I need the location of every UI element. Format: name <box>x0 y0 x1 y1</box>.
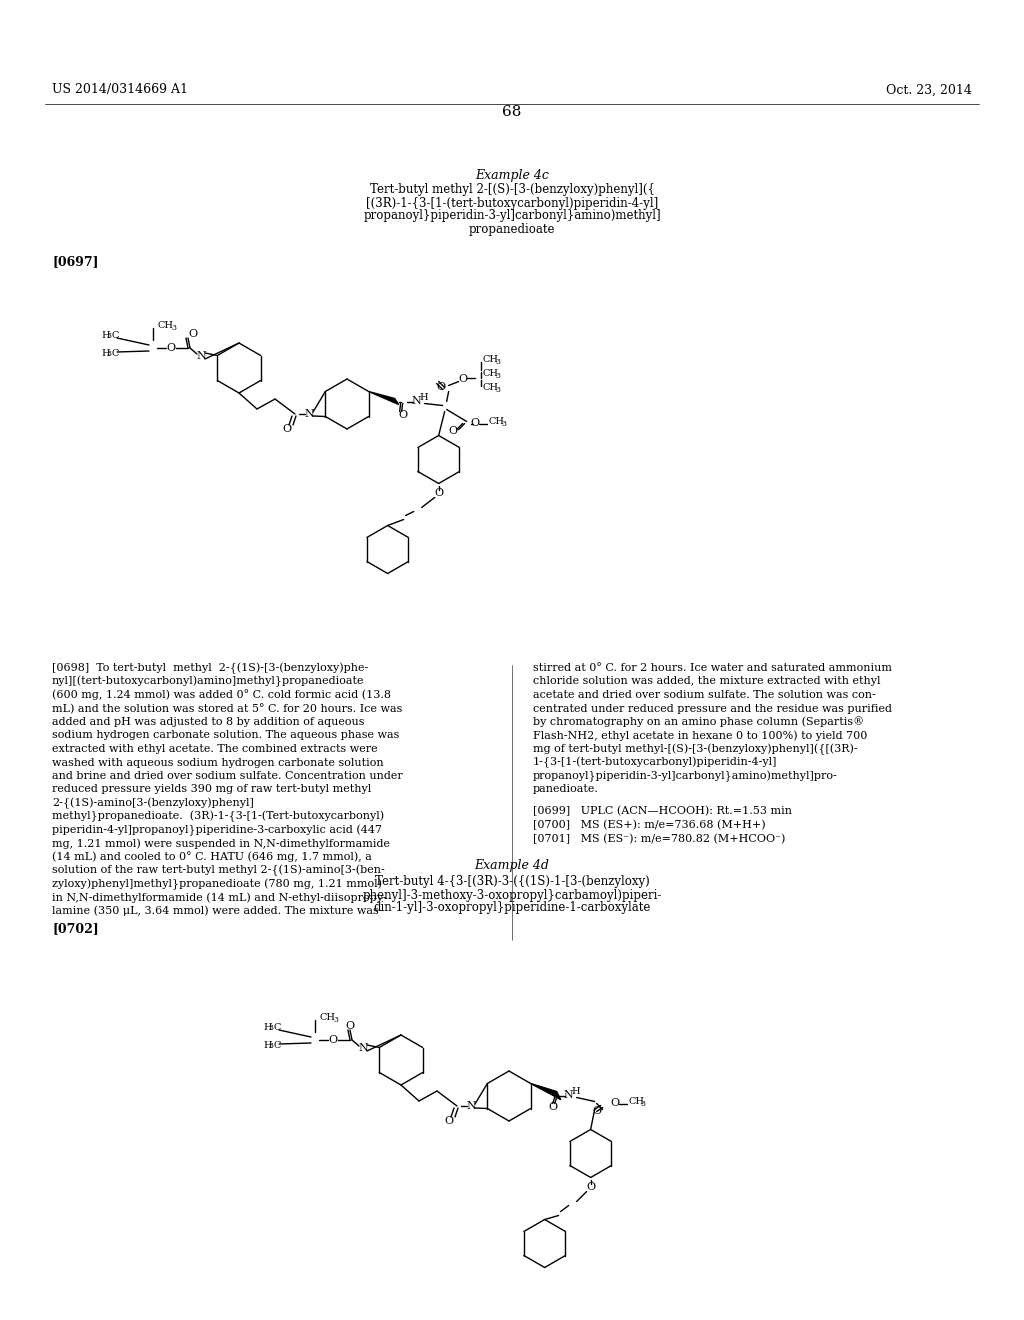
Text: propanedioate: propanedioate <box>469 223 555 235</box>
Text: and brine and dried over sodium sulfate. Concentration under: and brine and dried over sodium sulfate.… <box>52 771 402 781</box>
Text: panedioate.: panedioate. <box>534 784 599 795</box>
Text: O: O <box>398 411 408 421</box>
Text: N: N <box>466 1101 476 1111</box>
Text: H: H <box>420 393 428 403</box>
Text: H: H <box>101 331 110 341</box>
Text: C: C <box>273 1041 281 1051</box>
Text: 3: 3 <box>106 350 111 358</box>
Text: solution of the raw tert-butyl methyl 2-{(1S)-amino[3-(ben-: solution of the raw tert-butyl methyl 2-… <box>52 865 385 876</box>
Polygon shape <box>530 1084 561 1100</box>
Text: 3: 3 <box>106 333 111 341</box>
Text: H: H <box>101 350 110 359</box>
Text: O: O <box>470 418 479 429</box>
Text: Oct. 23, 2014: Oct. 23, 2014 <box>886 83 972 96</box>
Text: 3: 3 <box>171 323 176 333</box>
Text: O: O <box>188 329 198 339</box>
Text: [0701]   MS (ES⁻): m/e=780.82 (M+HCOO⁻): [0701] MS (ES⁻): m/e=780.82 (M+HCOO⁻) <box>534 834 785 845</box>
Text: N: N <box>358 1043 368 1053</box>
Text: N: N <box>197 351 206 360</box>
Text: 3: 3 <box>641 1100 646 1107</box>
Text: (14 mL) and cooled to 0° C. HATU (646 mg, 1.7 mmol), a: (14 mL) and cooled to 0° C. HATU (646 mg… <box>52 851 372 862</box>
Text: reduced pressure yields 390 mg of raw tert-butyl methyl: reduced pressure yields 390 mg of raw te… <box>52 784 372 795</box>
Text: H: H <box>571 1086 580 1096</box>
Text: N: N <box>564 1090 573 1101</box>
Text: US 2014/0314669 A1: US 2014/0314669 A1 <box>52 83 188 96</box>
Text: 3: 3 <box>268 1024 273 1032</box>
Text: 3: 3 <box>333 1016 338 1024</box>
Text: 3: 3 <box>496 385 501 393</box>
Text: Tert-butyl methyl 2-[(S)-[3-(benzyloxy)phenyl]({: Tert-butyl methyl 2-[(S)-[3-(benzyloxy)p… <box>370 183 654 197</box>
Text: (600 mg, 1.24 mmol) was added 0° C. cold formic acid (13.8: (600 mg, 1.24 mmol) was added 0° C. cold… <box>52 689 391 701</box>
Text: piperidin-4-yl]propanoyl}piperidine-3-carboxylic acid (447: piperidin-4-yl]propanoyl}piperidine-3-ca… <box>52 824 382 836</box>
Text: centrated under reduced pressure and the residue was purified: centrated under reduced pressure and the… <box>534 704 892 714</box>
Text: CH: CH <box>482 355 499 364</box>
Text: propanoyl}piperidin-3-yl]carbonyl}amino)methyl]pro-: propanoyl}piperidin-3-yl]carbonyl}amino)… <box>534 771 838 781</box>
Text: 2-{(1S)-amino[3-(benzyloxy)phenyl]: 2-{(1S)-amino[3-(benzyloxy)phenyl] <box>52 797 254 809</box>
Text: lamine (350 μL, 3.64 mmol) were added. The mixture was: lamine (350 μL, 3.64 mmol) were added. T… <box>52 906 379 916</box>
Text: O: O <box>444 1115 454 1126</box>
Text: CH: CH <box>319 1014 336 1023</box>
Text: O: O <box>283 424 292 434</box>
Text: C: C <box>111 350 119 359</box>
Text: O: O <box>345 1020 354 1031</box>
Text: Flash-NH2, ethyl acetate in hexane 0 to 100%) to yield 700: Flash-NH2, ethyl acetate in hexane 0 to … <box>534 730 867 741</box>
Text: CH: CH <box>482 370 499 378</box>
Text: chloride solution was added, the mixture extracted with ethyl: chloride solution was added, the mixture… <box>534 676 881 686</box>
Text: extracted with ethyl acetate. The combined extracts were: extracted with ethyl acetate. The combin… <box>52 744 378 754</box>
Text: propanoyl}piperidin-3-yl]carbonyl}amino)methyl]: propanoyl}piperidin-3-yl]carbonyl}amino)… <box>364 210 660 223</box>
Text: [(3R)-1-{3-[1-(tert-butoxycarbonyl)piperidin-4-yl]: [(3R)-1-{3-[1-(tert-butoxycarbonyl)piper… <box>366 197 658 210</box>
Text: zyloxy)phenyl]methyl}propanedioate (780 mg, 1.21 mmol): zyloxy)phenyl]methyl}propanedioate (780 … <box>52 878 382 890</box>
Text: O: O <box>449 426 457 437</box>
Text: Example 4c: Example 4c <box>475 169 549 181</box>
Text: CH: CH <box>488 417 505 426</box>
Text: O: O <box>434 488 443 499</box>
Text: H: H <box>263 1041 271 1051</box>
Text: O: O <box>586 1183 595 1192</box>
Text: 68: 68 <box>503 106 521 119</box>
Text: by chromatography on an amino phase column (Separtis®: by chromatography on an amino phase colu… <box>534 717 864 727</box>
Text: stirred at 0° C. for 2 hours. Ice water and saturated ammonium: stirred at 0° C. for 2 hours. Ice water … <box>534 663 892 673</box>
Text: CH: CH <box>629 1097 645 1106</box>
Text: [0698]  To tert-butyl  methyl  2-{(1S)-[3-(benzyloxy)phe-: [0698] To tert-butyl methyl 2-{(1S)-[3-(… <box>52 663 369 673</box>
Text: din-1-yl]-3-oxopropyl}piperidine-1-carboxylate: din-1-yl]-3-oxopropyl}piperidine-1-carbo… <box>374 902 650 915</box>
Text: O: O <box>548 1102 557 1113</box>
Text: acetate and dried over sodium sulfate. The solution was con-: acetate and dried over sodium sulfate. T… <box>534 690 876 700</box>
Polygon shape <box>369 392 398 404</box>
Text: O: O <box>329 1035 338 1045</box>
Text: C: C <box>111 331 119 341</box>
Text: in N,N-dimethylformamide (14 mL) and N-ethyl-diisopropy-: in N,N-dimethylformamide (14 mL) and N-e… <box>52 892 387 903</box>
Text: sodium hydrogen carbonate solution. The aqueous phase was: sodium hydrogen carbonate solution. The … <box>52 730 399 741</box>
Text: N: N <box>412 396 422 407</box>
Text: 3: 3 <box>496 358 501 366</box>
Text: [0702]: [0702] <box>52 923 98 936</box>
Text: [0697]: [0697] <box>52 256 98 268</box>
Text: 3: 3 <box>496 371 501 380</box>
Text: N: N <box>304 409 314 418</box>
Text: H: H <box>263 1023 271 1032</box>
Text: O: O <box>592 1106 601 1117</box>
Text: CH: CH <box>482 383 499 392</box>
Text: CH: CH <box>158 322 174 330</box>
Text: Tert-butyl 4-{3-[(3R)-3-({(1S)-1-[3-(benzyloxy): Tert-butyl 4-{3-[(3R)-3-({(1S)-1-[3-(ben… <box>375 875 649 888</box>
Text: 3: 3 <box>268 1041 273 1049</box>
Text: mg, 1.21 mmol) were suspended in N,N-dimethylformamide: mg, 1.21 mmol) were suspended in N,N-dim… <box>52 838 390 849</box>
Text: O: O <box>436 383 445 392</box>
Text: nyl][(tert-butoxycarbonyl)amino]methyl}propanedioate: nyl][(tert-butoxycarbonyl)amino]methyl}p… <box>52 676 365 688</box>
Text: mL) and the solution was stored at 5° C. for 20 hours. Ice was: mL) and the solution was stored at 5° C.… <box>52 704 402 714</box>
Text: 3: 3 <box>502 420 507 428</box>
Text: C: C <box>273 1023 281 1032</box>
Text: O: O <box>610 1098 620 1109</box>
Text: [0699]   UPLC (ACN—HCOOH): Rt.=1.53 min: [0699] UPLC (ACN—HCOOH): Rt.=1.53 min <box>534 805 792 816</box>
Text: phenyl]-3-methoxy-3-oxopropyl}carbamoyl)piperi-: phenyl]-3-methoxy-3-oxopropyl}carbamoyl)… <box>362 888 662 902</box>
Text: O: O <box>167 343 175 352</box>
Text: mg of tert-butyl methyl-[(S)-[3-(benzyloxy)phenyl]({[(3R)-: mg of tert-butyl methyl-[(S)-[3-(benzylo… <box>534 743 858 755</box>
Text: O: O <box>458 375 467 384</box>
Text: 1-{3-[1-(tert-butoxycarbonyl)piperidin-4-yl]: 1-{3-[1-(tert-butoxycarbonyl)piperidin-4… <box>534 756 777 768</box>
Text: methyl}propanedioate.  (3R)-1-{3-[1-(Tert-butoxycarbonyl): methyl}propanedioate. (3R)-1-{3-[1-(Tert… <box>52 810 384 822</box>
Text: Example 4d: Example 4d <box>474 859 550 873</box>
Text: washed with aqueous sodium hydrogen carbonate solution: washed with aqueous sodium hydrogen carb… <box>52 758 384 767</box>
Text: [0700]   MS (ES+): m/e=736.68 (M+H+): [0700] MS (ES+): m/e=736.68 (M+H+) <box>534 820 766 830</box>
Text: added and pH was adjusted to 8 by addition of aqueous: added and pH was adjusted to 8 by additi… <box>52 717 365 727</box>
